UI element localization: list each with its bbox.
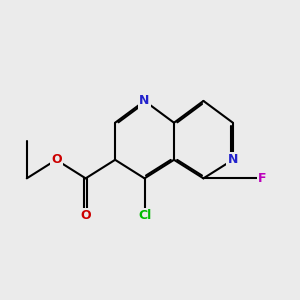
Text: N: N	[228, 153, 238, 166]
Text: O: O	[80, 209, 91, 222]
Text: Cl: Cl	[138, 209, 151, 222]
Text: N: N	[140, 94, 150, 107]
Text: O: O	[51, 153, 62, 166]
Text: F: F	[258, 172, 267, 185]
